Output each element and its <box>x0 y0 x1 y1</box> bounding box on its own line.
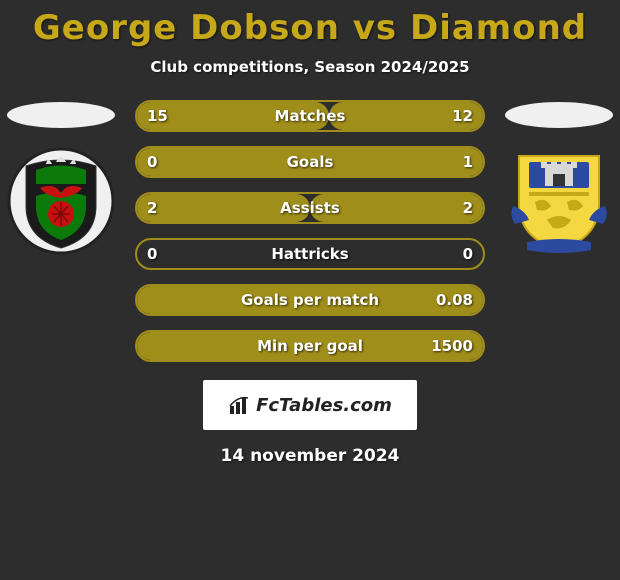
stat-row: 00Hattricks <box>135 238 485 270</box>
branding-text: FcTables.com <box>256 395 392 416</box>
right-player-column <box>500 100 618 260</box>
fctables-logo-icon <box>228 394 250 416</box>
stat-row: 1512Matches <box>135 100 485 132</box>
stat-label: Assists <box>135 192 485 224</box>
stat-label: Goals <box>135 146 485 178</box>
page-title: George Dobson vs Diamond <box>0 0 620 48</box>
stat-row: 22Assists <box>135 192 485 224</box>
stockport-crest-icon <box>507 146 611 256</box>
left-club-crest <box>6 146 116 260</box>
right-player-placeholder <box>505 102 613 128</box>
stat-label: Matches <box>135 100 485 132</box>
branding-badge: FcTables.com <box>203 380 417 430</box>
comparison-content: 1512Matches 01Goals 22Assists 00Hattricks 0.… <box>0 100 620 362</box>
wrexham-crest-icon <box>6 146 116 256</box>
stat-label: Goals per match <box>135 284 485 316</box>
stats-bars: 1512Matches 01Goals 22Assists 00Hattricks 0.… <box>135 100 485 362</box>
subtitle: Club competitions, Season 2024/2025 <box>0 58 620 76</box>
right-club-crest <box>507 146 611 260</box>
stat-row: 0.08Goals per match <box>135 284 485 316</box>
stat-row: 01Goals <box>135 146 485 178</box>
stat-label: Hattricks <box>135 238 485 270</box>
date-text: 14 november 2024 <box>0 446 620 466</box>
left-player-column <box>2 100 120 260</box>
stat-label: Min per goal <box>135 330 485 362</box>
left-player-placeholder <box>7 102 115 128</box>
stat-row: 1500Min per goal <box>135 330 485 362</box>
